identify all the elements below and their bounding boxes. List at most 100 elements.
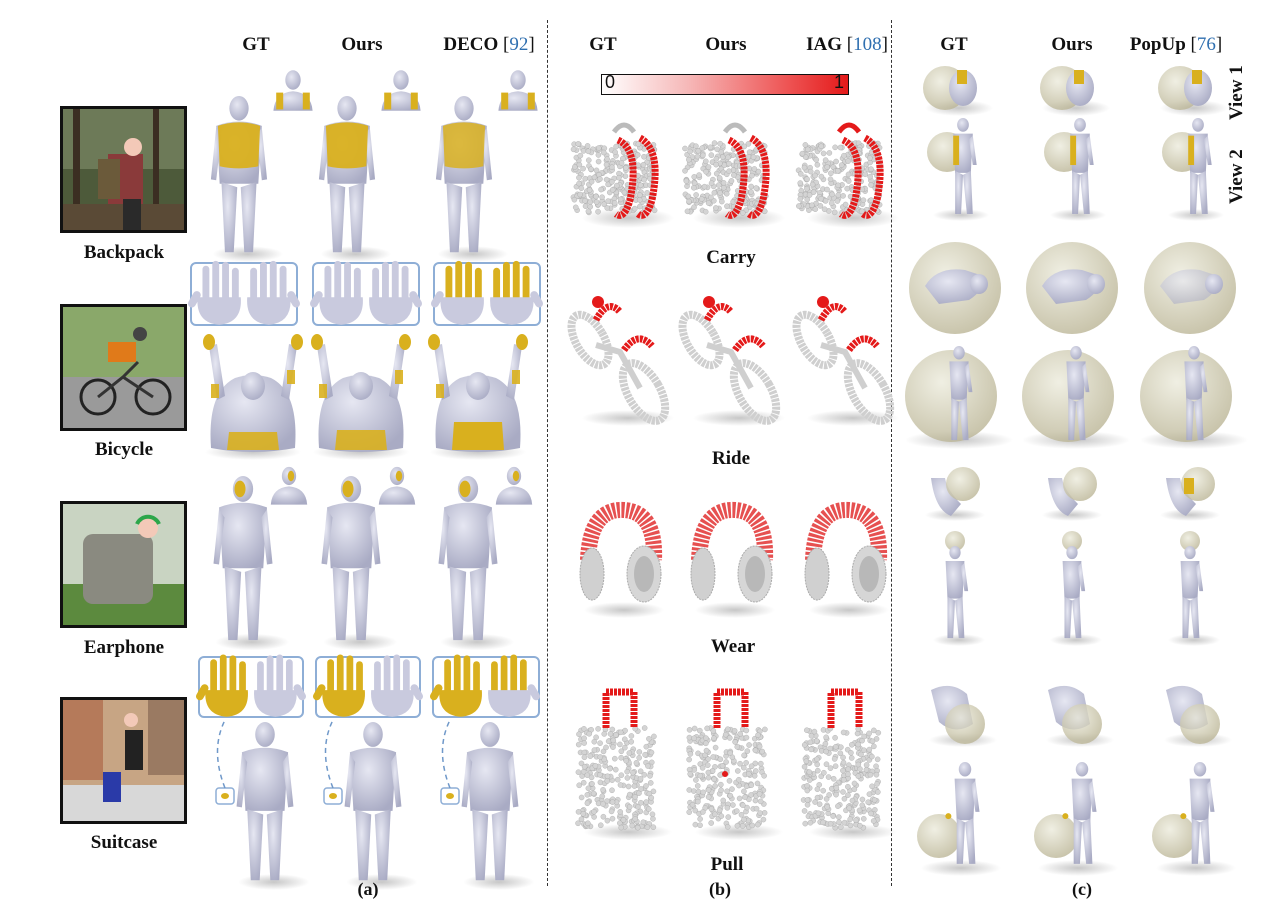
point-cloud-dot <box>803 758 810 765</box>
contact-hand-left <box>203 334 215 350</box>
body-head <box>1205 274 1223 294</box>
point-cloud-dot <box>708 820 714 826</box>
body-leg-left <box>355 809 372 881</box>
point-cloud-dot <box>813 157 820 163</box>
body-arm-left <box>213 509 225 565</box>
point-cloud-dot <box>711 776 717 783</box>
affordance-handle <box>827 688 863 728</box>
hand-palm <box>369 297 413 325</box>
point-cloud-dot <box>595 208 601 215</box>
point-cloud-dot <box>591 747 598 753</box>
body-head <box>337 96 357 121</box>
point-cloud-dot <box>599 194 605 200</box>
point-cloud-dot <box>626 750 633 756</box>
point-cloud-dot <box>717 756 724 762</box>
point-cloud-dot <box>585 208 592 215</box>
point-cloud-dot <box>801 164 808 171</box>
body-arm <box>1206 780 1215 812</box>
point-cloud-dot <box>720 797 726 804</box>
point-cloud-dot <box>610 744 616 750</box>
point-cloud-dot <box>753 768 759 774</box>
body-leg-right <box>1072 596 1082 639</box>
point-cloud-dot <box>651 207 658 214</box>
point-cloud-dot <box>796 203 802 209</box>
point-cloud-dot <box>749 822 756 829</box>
bust-shoulders <box>495 486 533 505</box>
human-backpack-1 <box>318 96 391 262</box>
point-cloud-dot <box>645 763 651 769</box>
human-bicycle-2 <box>428 334 528 460</box>
point-cloud-dot <box>869 738 876 744</box>
citation-deco[interactable]: 92 <box>509 34 529 55</box>
point-cloud-dot <box>857 822 863 829</box>
point-cloud-dot <box>739 823 746 829</box>
human-backpack-2 <box>435 96 508 262</box>
point-cloud-dot <box>748 183 754 190</box>
point-cloud-dot <box>735 768 741 774</box>
point-cloud-dot <box>582 203 589 209</box>
body-head <box>466 372 490 400</box>
point-cloud-dot <box>697 816 703 822</box>
hand-palm <box>322 690 365 717</box>
body-head <box>241 372 265 400</box>
contact-strap-left <box>276 92 284 110</box>
point-cloud-dot <box>686 734 693 741</box>
point-cloud-dot <box>693 192 699 198</box>
point-cloud-dot <box>827 820 834 827</box>
header-ours-b: Ours <box>705 34 747 55</box>
point-cloud-dot <box>761 773 767 779</box>
contact-strap-right <box>302 92 310 110</box>
point-cloud-dot <box>804 787 811 794</box>
point-cloud-dot <box>695 798 701 805</box>
affordance-bicycle-1 <box>678 296 785 426</box>
point-cloud-dot <box>845 171 852 178</box>
contact-hand-left <box>311 334 323 350</box>
body-leg-left <box>332 566 350 641</box>
point-cloud-dot <box>845 158 851 164</box>
point-cloud-dot <box>711 189 718 196</box>
point-cloud-dot <box>600 748 607 755</box>
affordance-suitcase-0 <box>575 688 672 840</box>
photo-suitcase <box>60 697 187 824</box>
point-cloud-dot <box>849 742 855 748</box>
point-cloud-dot <box>871 727 877 734</box>
popup-row1-1 <box>1040 66 1110 116</box>
citation-popup[interactable]: 76 <box>1196 34 1216 55</box>
point-cloud-dot <box>851 786 858 793</box>
hand-finger <box>393 654 401 696</box>
body-leg-right <box>348 182 365 253</box>
body-arm <box>1203 135 1212 166</box>
point-cloud-dot <box>748 189 754 195</box>
point-cloud-dot <box>588 166 594 172</box>
body-arm <box>960 562 969 592</box>
point-cloud-dot <box>691 725 698 732</box>
affordance-grip <box>592 296 604 308</box>
point-cloud-dot <box>801 763 808 770</box>
bicycle-wheel-rear <box>729 359 781 425</box>
point-cloud-dot <box>734 808 740 814</box>
point-cloud-dot <box>591 809 597 815</box>
point-cloud-dot <box>596 145 602 151</box>
point-cloud-dot <box>636 197 643 203</box>
point-cloud-dot <box>823 796 830 802</box>
point-cloud-dot <box>604 778 611 784</box>
hand-finger <box>266 655 274 696</box>
point-cloud-dot <box>609 815 616 822</box>
header-gt-b: GT <box>589 34 617 55</box>
point-cloud-dot <box>577 191 583 198</box>
point-cloud-dot <box>591 738 598 745</box>
point-cloud-dot <box>712 744 719 751</box>
point-cloud-dot <box>846 805 853 811</box>
earcup-left <box>690 547 716 601</box>
body-head <box>349 372 373 400</box>
body-leg-right <box>1200 818 1211 864</box>
body-leg-left <box>472 809 489 881</box>
citation-iag[interactable]: 108 <box>853 34 882 55</box>
body-head <box>957 118 969 132</box>
point-cloud-dot <box>868 182 874 188</box>
point-cloud-dot <box>603 176 610 183</box>
bust-shoulders <box>378 486 416 505</box>
point-cloud-dot <box>723 190 730 197</box>
point-cloud-dot <box>708 152 715 158</box>
point-cloud-dot <box>750 154 757 160</box>
